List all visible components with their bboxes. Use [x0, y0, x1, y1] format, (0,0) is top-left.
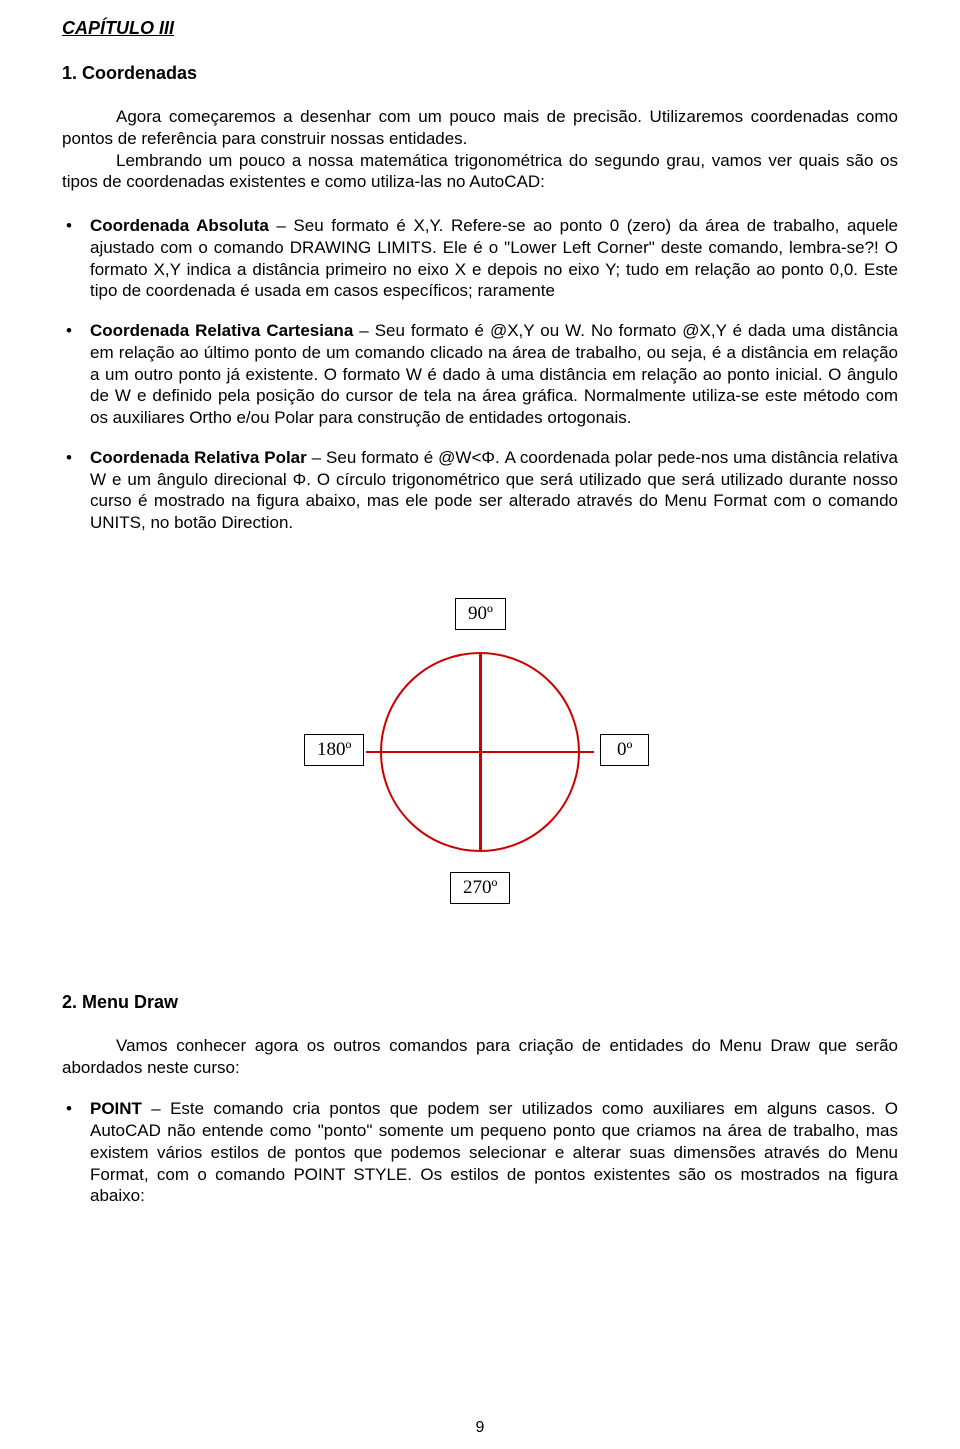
section-1-intro: Agora começaremos a desenhar com um pouc… — [62, 106, 898, 193]
page-number: 9 — [0, 1419, 960, 1437]
angle-label-90: 90º — [455, 598, 506, 630]
list-item: POINT – Este comando cria pontos que pod… — [62, 1098, 898, 1207]
item-lead: Coordenada Absoluta — [90, 216, 269, 235]
item-lead: POINT — [90, 1099, 142, 1118]
angle-label-270: 270º — [450, 872, 510, 904]
intro-text-2: Lembrando um pouco a nossa matemática tr… — [62, 151, 898, 192]
coordinate-list: Coordenada Absoluta – Seu formato é X,Y.… — [62, 215, 898, 534]
section-2-intro: Vamos conhecer agora os outros comandos … — [62, 1035, 898, 1079]
section-2-intro-text: Vamos conhecer agora os outros comandos … — [62, 1036, 898, 1077]
draw-command-list: POINT – Este comando cria pontos que pod… — [62, 1098, 898, 1207]
item-lead: Coordenada Relativa Cartesiana — [90, 321, 353, 340]
vertical-axis — [479, 652, 482, 852]
section-2-title: 2. Menu Draw — [62, 992, 898, 1013]
diagram-canvas: 90º 180º 0º 270º — [270, 552, 690, 952]
list-item: Coordenada Absoluta – Seu formato é X,Y.… — [62, 215, 898, 302]
angle-label-0: 0º — [600, 734, 649, 766]
item-lead: Coordenada Relativa Polar — [90, 448, 307, 467]
section-1-title: 1. Coordenadas — [62, 63, 898, 84]
item-body: – Este comando cria pontos que podem ser… — [90, 1099, 898, 1205]
chapter-heading: CAPÍTULO III — [62, 18, 898, 39]
list-item: Coordenada Relativa Polar – Seu formato … — [62, 447, 898, 534]
document-page: CAPÍTULO III 1. Coordenadas Agora começa… — [0, 0, 960, 1449]
angle-label-180: 180º — [304, 734, 364, 766]
intro-text-1: Agora começaremos a desenhar com um pouc… — [62, 107, 898, 148]
list-item: Coordenada Relativa Cartesiana – Seu for… — [62, 320, 898, 429]
trig-circle-diagram: 90º 180º 0º 270º — [62, 552, 898, 952]
